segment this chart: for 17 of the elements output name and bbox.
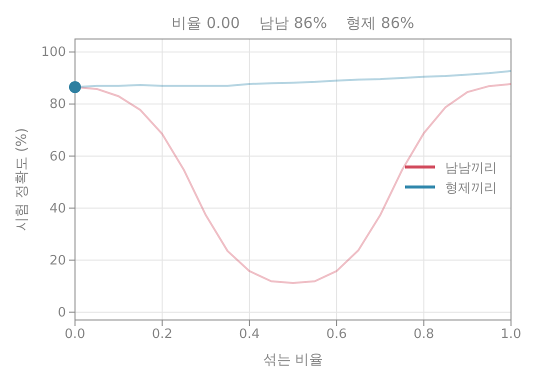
y-tick-label: 100	[41, 45, 66, 60]
x-tick-label: 0.8	[413, 327, 434, 342]
y-tick-label: 80	[49, 97, 66, 112]
legend-label: 형제끼리	[445, 181, 497, 196]
x-tick-label: 0.0	[64, 327, 86, 342]
y-tick-label: 20	[49, 253, 66, 268]
y-tick-label: 60	[49, 149, 66, 164]
x-tick-label: 0.2	[152, 327, 173, 342]
x-tick-label: 0.6	[326, 327, 347, 342]
legend-label: 남남끼리	[445, 161, 497, 176]
y-tick-label: 40	[49, 201, 66, 216]
x-tick-label: 1.0	[500, 327, 522, 342]
x-tick-label: 0.4	[239, 327, 260, 342]
x-axis-title: 섞는 비율	[262, 352, 324, 368]
y-axis-title: 시험 정확도 (%)	[14, 128, 30, 232]
y-tick-label: 0	[58, 305, 66, 320]
chart-title: 비율 0.00 남남 86% 형제 86%	[172, 14, 414, 32]
